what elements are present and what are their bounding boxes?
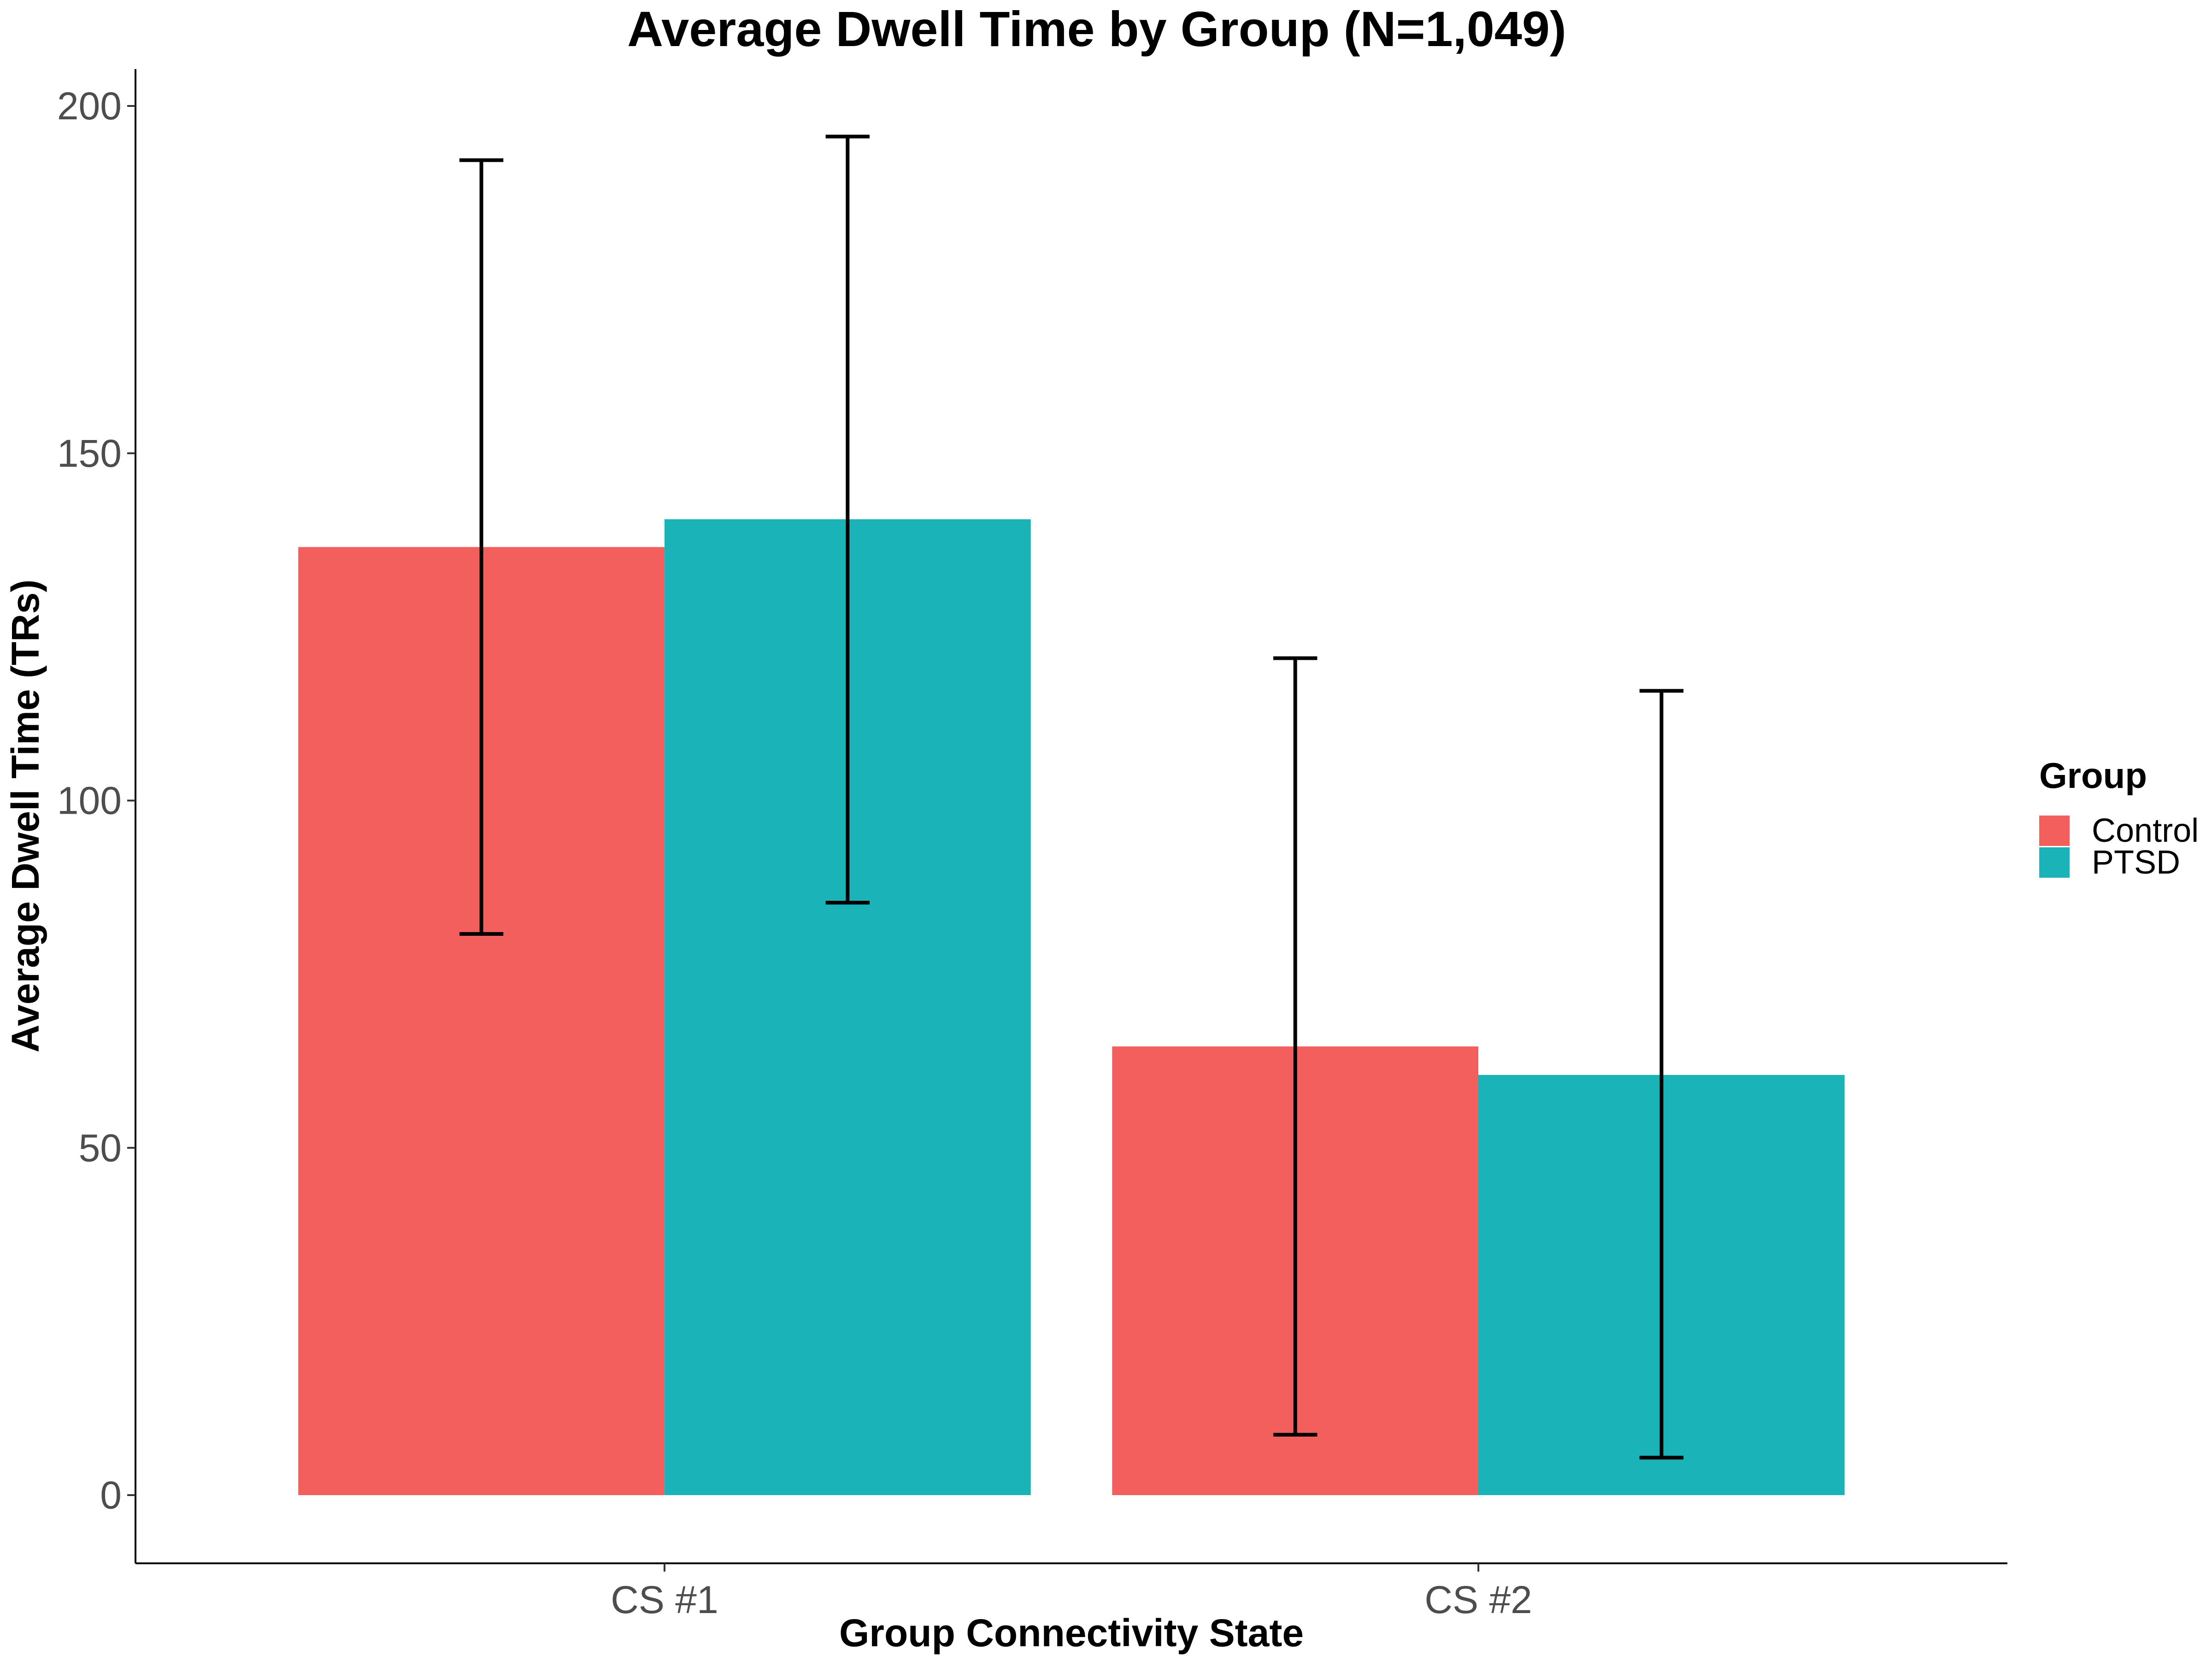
errorbar-control-2 — [1273, 656, 1318, 1437]
y-tick-label: 200 — [57, 84, 122, 128]
errorbar-control-1 — [459, 158, 504, 936]
x-tick-label: CS #2 — [1424, 1578, 1532, 1621]
errorbar-ptsd-2 — [1639, 689, 1684, 1460]
y-axis-ticks: 0 50 100 150 200 — [57, 84, 135, 1517]
y-tick-label: 50 — [79, 1126, 122, 1169]
legend-label-control: Control — [2092, 812, 2199, 849]
errorbar-ptsd-1 — [825, 135, 870, 905]
x-axis-ticks: CS #1 CS #2 — [611, 1563, 1532, 1621]
legend-key-control — [2039, 816, 2070, 846]
legend-title: Group — [2039, 755, 2147, 796]
legend-label-ptsd: PTSD — [2092, 844, 2180, 881]
y-tick-label: 100 — [57, 779, 122, 822]
x-tick-label: CS #1 — [611, 1578, 718, 1621]
y-tick-label: 0 — [100, 1473, 122, 1517]
legend-key-ptsd — [2039, 847, 2070, 878]
y-axis-title: Average Dwell Time (TRs) — [4, 580, 47, 1053]
errorbars-layer — [459, 135, 1684, 1460]
chart-title: Average Dwell Time by Group (N=1,049) — [627, 1, 1566, 57]
x-axis-title: Group Connectivity State — [839, 1611, 1304, 1655]
y-tick-label: 150 — [57, 432, 122, 475]
bars-layer — [298, 519, 1845, 1495]
